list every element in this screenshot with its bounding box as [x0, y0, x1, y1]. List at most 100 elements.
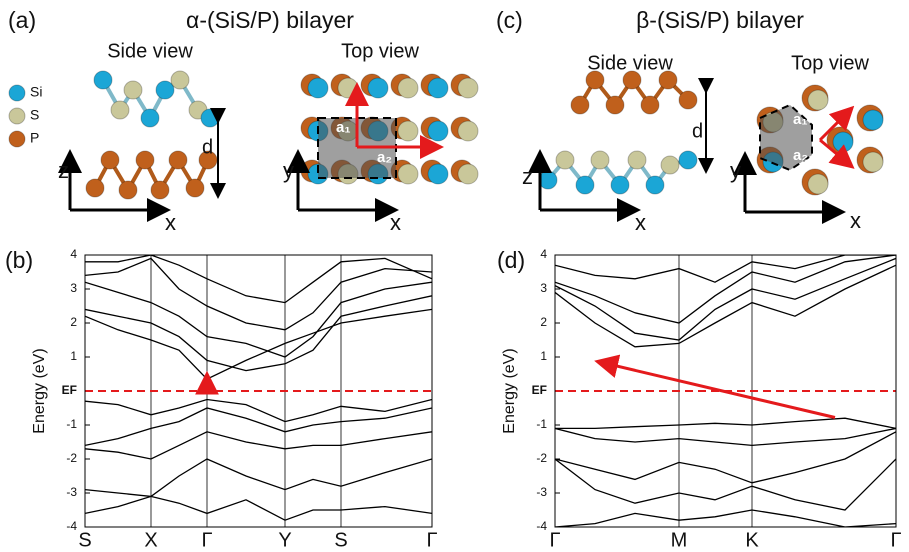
figure: (a) α-(SiS/P) bilayer Side view Top view…	[0, 0, 909, 552]
band	[555, 265, 896, 347]
atom	[428, 78, 448, 98]
axis-label: x	[850, 208, 861, 233]
panel-title: β-(SiS/P) bilayer	[636, 7, 804, 33]
atom	[141, 109, 159, 127]
y-tick-label: -1	[536, 417, 547, 431]
panel-label: (b)	[5, 247, 33, 273]
y-tick-label: EF	[532, 383, 547, 397]
x-tick-label: S	[334, 529, 347, 551]
atom	[428, 164, 448, 184]
atom	[628, 151, 646, 169]
atom	[458, 121, 478, 141]
atom	[556, 151, 574, 169]
view-label: Side view	[107, 40, 193, 62]
x-tick-label: M	[671, 529, 688, 551]
band	[555, 510, 896, 527]
panel-label: (d)	[497, 247, 525, 273]
axis-label: z	[522, 164, 533, 189]
y-tick-label: -1	[66, 417, 77, 431]
structures	[9, 71, 883, 212]
legend-label: S	[30, 107, 39, 123]
atom	[136, 151, 154, 169]
atom	[863, 110, 883, 130]
atom	[171, 71, 189, 89]
band	[555, 459, 896, 510]
atom	[661, 156, 679, 174]
panel-label: (c)	[496, 7, 523, 33]
vector-label: a₁	[336, 119, 351, 136]
atom	[398, 78, 418, 98]
atom	[169, 151, 187, 169]
atom	[611, 176, 629, 194]
atom	[679, 91, 697, 109]
atom	[201, 109, 219, 127]
x-tick-label: K	[745, 529, 759, 551]
atom	[428, 121, 448, 141]
y-tick-label: -2	[536, 451, 547, 465]
y-axis-label: Energy (eV)	[31, 348, 48, 433]
atom	[591, 151, 609, 169]
legend-label: Si	[30, 84, 42, 100]
atom	[641, 96, 659, 114]
axis-label: y	[283, 158, 294, 183]
transition-arrow	[600, 362, 835, 417]
y-tick-label: -2	[66, 451, 77, 465]
band	[555, 258, 896, 340]
band	[85, 496, 432, 520]
atom	[119, 181, 137, 199]
atom	[808, 90, 828, 110]
atom	[458, 78, 478, 98]
atom	[111, 101, 129, 119]
atom	[308, 78, 328, 98]
atom	[338, 78, 358, 98]
legend-label: P	[30, 130, 39, 146]
band	[85, 296, 432, 371]
y-tick-label: -4	[536, 519, 547, 533]
band	[85, 255, 432, 303]
y-tick-label: 3	[70, 281, 77, 295]
atom	[679, 151, 697, 169]
band	[85, 432, 432, 459]
axis-label: z	[58, 158, 69, 183]
atom	[571, 96, 589, 114]
vector-label: a₂	[377, 149, 392, 166]
y-tick-label: EF	[62, 383, 77, 397]
axis-label: x	[635, 210, 646, 235]
y-tick-label: 4	[540, 247, 547, 261]
view-label: Top view	[341, 40, 419, 62]
view-label: Top view	[791, 52, 869, 74]
band	[85, 459, 432, 496]
atom	[646, 176, 664, 194]
band	[555, 428, 896, 445]
panel-label: (a)	[8, 7, 36, 33]
atom	[9, 85, 25, 101]
panel-title: α-(SiS/P) bilayer	[186, 7, 354, 33]
y-tick-label: -4	[66, 519, 77, 533]
atom	[151, 181, 169, 199]
atom	[9, 131, 25, 147]
band	[555, 418, 896, 428]
atom	[863, 152, 883, 172]
atom	[458, 164, 478, 184]
atom	[94, 71, 112, 89]
distance-label: d	[692, 120, 703, 142]
y-tick-label: 2	[70, 315, 77, 329]
x-tick-label: Γ	[201, 529, 212, 551]
atom	[808, 174, 828, 194]
y-tick-label: 1	[540, 349, 547, 363]
y-tick-label: 2	[540, 315, 547, 329]
atom	[398, 121, 418, 141]
y-tick-label: 4	[70, 247, 77, 261]
vector-label: a₂	[793, 147, 808, 164]
band	[555, 255, 896, 282]
axis-label: x	[390, 210, 401, 235]
band	[85, 258, 432, 329]
y-tick-label: 3	[540, 281, 547, 295]
x-tick-label: S	[78, 529, 91, 551]
view-label: Side view	[587, 52, 673, 74]
atom	[368, 78, 388, 98]
atom	[606, 96, 624, 114]
atom	[9, 108, 25, 124]
atom	[833, 132, 853, 152]
x-tick-label: Y	[278, 529, 291, 551]
